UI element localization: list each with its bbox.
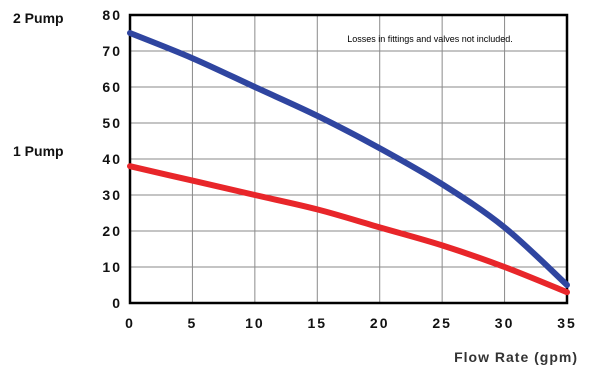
y-tick-label: 60 xyxy=(102,79,122,95)
y-tick-label: 40 xyxy=(102,151,122,167)
y-tick-label: 10 xyxy=(102,259,122,275)
x-tick-label: 35 xyxy=(557,315,577,331)
y-tick-label: 0 xyxy=(112,295,122,311)
x-tick-label: 15 xyxy=(307,315,327,331)
series-line-1-pump xyxy=(127,163,570,296)
chart-annotation: Losses in fittings and valves not includ… xyxy=(347,34,513,44)
x-tick-label: 10 xyxy=(245,315,265,331)
x-tick-label: 25 xyxy=(432,315,452,331)
y-tick-label: 70 xyxy=(102,43,122,59)
series-label-2-pump: 2 Pump xyxy=(13,10,64,26)
plot-frame xyxy=(128,13,569,305)
series-line-2-pump xyxy=(127,30,570,288)
x-tick-label: 20 xyxy=(370,315,390,331)
x-tick-label: 0 xyxy=(125,315,135,331)
x-tick-labels: 0 5 10 15 20 25 30 35 xyxy=(125,315,577,331)
y-tick-labels: 0 10 20 30 40 50 60 70 80 xyxy=(102,7,122,311)
y-tick-label: 50 xyxy=(102,115,122,131)
y-tick-label: 20 xyxy=(102,223,122,239)
grid xyxy=(130,15,567,303)
x-axis-label: Flow Rate (gpm) xyxy=(454,349,578,365)
series xyxy=(127,30,570,296)
series-label-1-pump: 1 Pump xyxy=(13,143,64,159)
x-tick-label: 30 xyxy=(495,315,515,331)
y-tick-label: 30 xyxy=(102,187,122,203)
y-tick-label: 80 xyxy=(102,7,122,23)
x-tick-label: 5 xyxy=(188,315,198,331)
